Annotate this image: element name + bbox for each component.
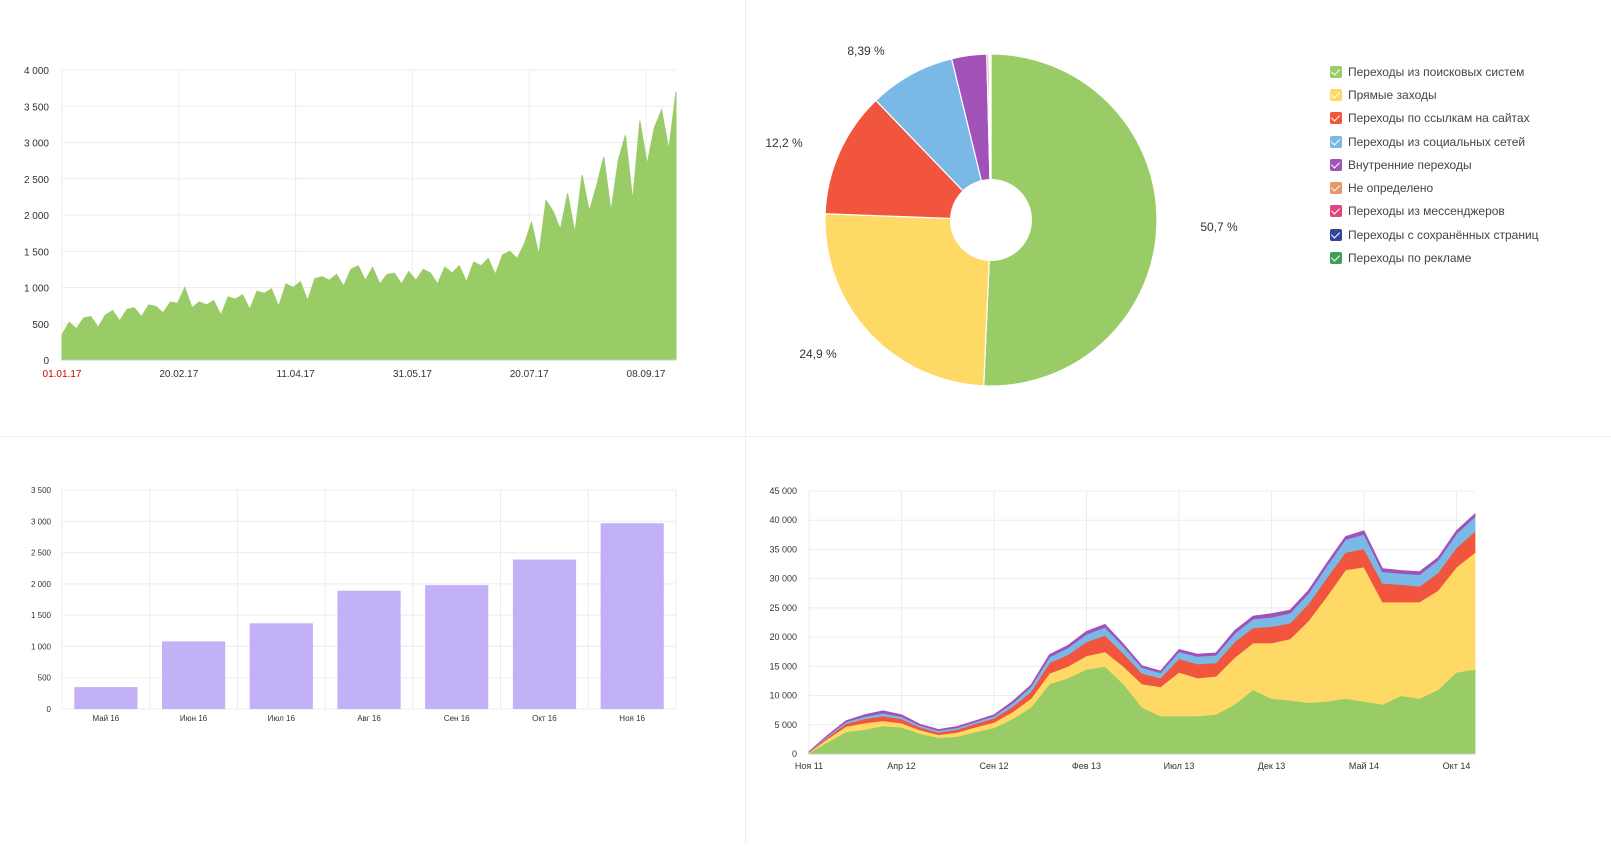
checkbox-icon[interactable] — [1330, 89, 1342, 101]
y-tick-label: 3 000 — [31, 517, 52, 526]
pie-hole — [950, 179, 1032, 261]
checkbox-icon[interactable] — [1330, 66, 1342, 78]
bar — [601, 523, 664, 709]
bar — [162, 641, 225, 709]
bar — [74, 687, 137, 709]
y-tick-label: 2 000 — [31, 580, 52, 589]
y-tick-label: 1 500 — [31, 611, 52, 620]
legend-item[interactable]: Переходы по ссылкам на сайтах — [1330, 107, 1539, 130]
checkbox-icon[interactable] — [1330, 205, 1342, 217]
monthly-bar-chart-panel: 0 500 1 000 1 500 2 000 2 500 3 000 3 500 Май 16… — [0, 436, 745, 843]
y-tick-label: 500 — [32, 320, 49, 331]
stacked-area-chart-panel: 0 5 000 10 000 15 000 20 000 25 000 30 000 35 0… — [746, 436, 1611, 843]
legend-item[interactable]: Переходы из социальных сетей — [1330, 130, 1539, 153]
x-tick-label: Сен 12 — [980, 761, 1009, 771]
y-tick-label: 1 500 — [24, 247, 49, 258]
y-tick-label: 3 500 — [24, 102, 49, 113]
checkbox-icon[interactable] — [1330, 252, 1342, 264]
y-tick-label: 0 — [47, 705, 52, 714]
bar — [337, 591, 400, 709]
x-tick-label: Июн 16 — [180, 714, 208, 723]
y-tick-label: 40 000 — [769, 515, 797, 525]
y-tick-label: 35 000 — [769, 544, 797, 554]
y-tick-label: 25 000 — [769, 603, 797, 613]
legend-label: Переходы по рекламе — [1348, 251, 1471, 265]
y-tick-label: 20 000 — [769, 632, 797, 642]
y-tick-label: 10 000 — [769, 691, 797, 701]
legend-label: Внутренние переходы — [1348, 158, 1472, 172]
y-tick-label: 5 000 — [774, 720, 797, 730]
y-tick-label: 45 000 — [769, 486, 797, 496]
pie-value-label: 8,39 % — [847, 44, 885, 58]
y-tick-label: 15 000 — [769, 661, 797, 671]
x-tick-label: Окт 16 — [532, 714, 557, 723]
y-tick-label: 500 — [38, 674, 52, 683]
legend-item[interactable]: Переходы с сохранённых страниц — [1330, 223, 1539, 246]
x-tick-label: 01.01.17 — [43, 369, 82, 380]
bar — [250, 623, 313, 709]
x-tick-label: Дек 13 — [1258, 761, 1286, 771]
checkbox-icon[interactable] — [1330, 182, 1342, 194]
checkbox-icon[interactable] — [1330, 229, 1342, 241]
legend-label: Переходы по ссылкам на сайтах — [1348, 111, 1530, 125]
legend-label: Переходы из мессенджеров — [1348, 204, 1505, 218]
x-tick-label: Июл 13 — [1164, 761, 1195, 771]
legend-label: Переходы с сохранённых страниц — [1348, 228, 1539, 242]
x-tick-label: Ноя 11 — [795, 761, 823, 771]
legend-item[interactable]: Переходы из поисковых систем — [1330, 60, 1539, 83]
legend-item[interactable]: Прямые заходы — [1330, 83, 1539, 106]
legend-item[interactable]: Не определено — [1330, 176, 1539, 199]
legend-item[interactable]: Переходы по рекламе — [1330, 246, 1539, 269]
y-tick-label: 1 000 — [31, 642, 52, 651]
x-tick-label: Окт 14 — [1443, 761, 1471, 771]
x-tick-label: Апр 12 — [887, 761, 915, 771]
monthly-bar-chart: 0 500 1 000 1 500 2 000 2 500 3 000 3 500 Май 16… — [0, 436, 745, 843]
stacked-area-chart: 0 5 000 10 000 15 000 20 000 25 000 30 000 35 0… — [746, 436, 1611, 843]
visits-area — [62, 92, 676, 360]
x-tick-label: Май 14 — [1349, 761, 1379, 771]
checkbox-icon[interactable] — [1330, 112, 1342, 124]
bar — [513, 560, 576, 710]
x-tick-label: 20.07.17 — [510, 369, 549, 380]
y-tick-label: 0 — [43, 356, 49, 367]
x-tick-label: Авг 16 — [357, 714, 381, 723]
x-tick-label: 08.09.17 — [627, 369, 666, 380]
legend-label: Переходы из поисковых систем — [1348, 65, 1524, 79]
y-tick-label: 1 000 — [24, 284, 49, 295]
legend-label: Прямые заходы — [1348, 88, 1437, 102]
x-tick-label: 11.04.17 — [277, 369, 316, 380]
pie-value-label: 12,2 % — [765, 136, 803, 150]
pie-value-label: 50,7 % — [1200, 220, 1238, 234]
daily-visits-chart-panel: 0 500 1 000 1 500 2 000 2 500 3 000 3 500 4 000 0… — [0, 0, 745, 435]
bar — [425, 585, 488, 709]
x-tick-label: Ноя 16 — [619, 714, 645, 723]
legend-item[interactable]: Внутренние переходы — [1330, 153, 1539, 176]
checkbox-icon[interactable] — [1330, 159, 1342, 171]
checkbox-icon[interactable] — [1330, 136, 1342, 148]
pie-value-label: 24,9 % — [799, 347, 837, 361]
legend-label: Не определено — [1348, 181, 1433, 195]
x-tick-label: 31.05.17 — [393, 369, 432, 380]
x-tick-label: 20.02.17 — [159, 369, 198, 380]
legend-item[interactable]: Переходы из мессенджеров — [1330, 200, 1539, 223]
pie-legend: Переходы из поисковых систем Прямые заход… — [1330, 60, 1539, 270]
x-tick-label: Сен 16 — [444, 714, 470, 723]
legend-label: Переходы из социальных сетей — [1348, 135, 1525, 149]
y-tick-label: 0 — [792, 749, 797, 759]
daily-visits-chart: 0 500 1 000 1 500 2 000 2 500 3 000 3 500 4 000 0… — [0, 0, 745, 435]
x-tick-label: Июл 16 — [268, 714, 296, 723]
y-tick-label: 30 000 — [769, 574, 797, 584]
y-tick-label: 4 000 — [24, 66, 49, 77]
y-tick-label: 2 500 — [24, 175, 49, 186]
y-tick-label: 2 000 — [24, 211, 49, 222]
x-tick-label: Май 16 — [92, 714, 119, 723]
x-tick-label: Фев 13 — [1072, 761, 1101, 771]
y-tick-label: 2 500 — [31, 549, 52, 558]
y-tick-label: 3 000 — [24, 139, 49, 150]
y-tick-label: 3 500 — [31, 486, 52, 495]
